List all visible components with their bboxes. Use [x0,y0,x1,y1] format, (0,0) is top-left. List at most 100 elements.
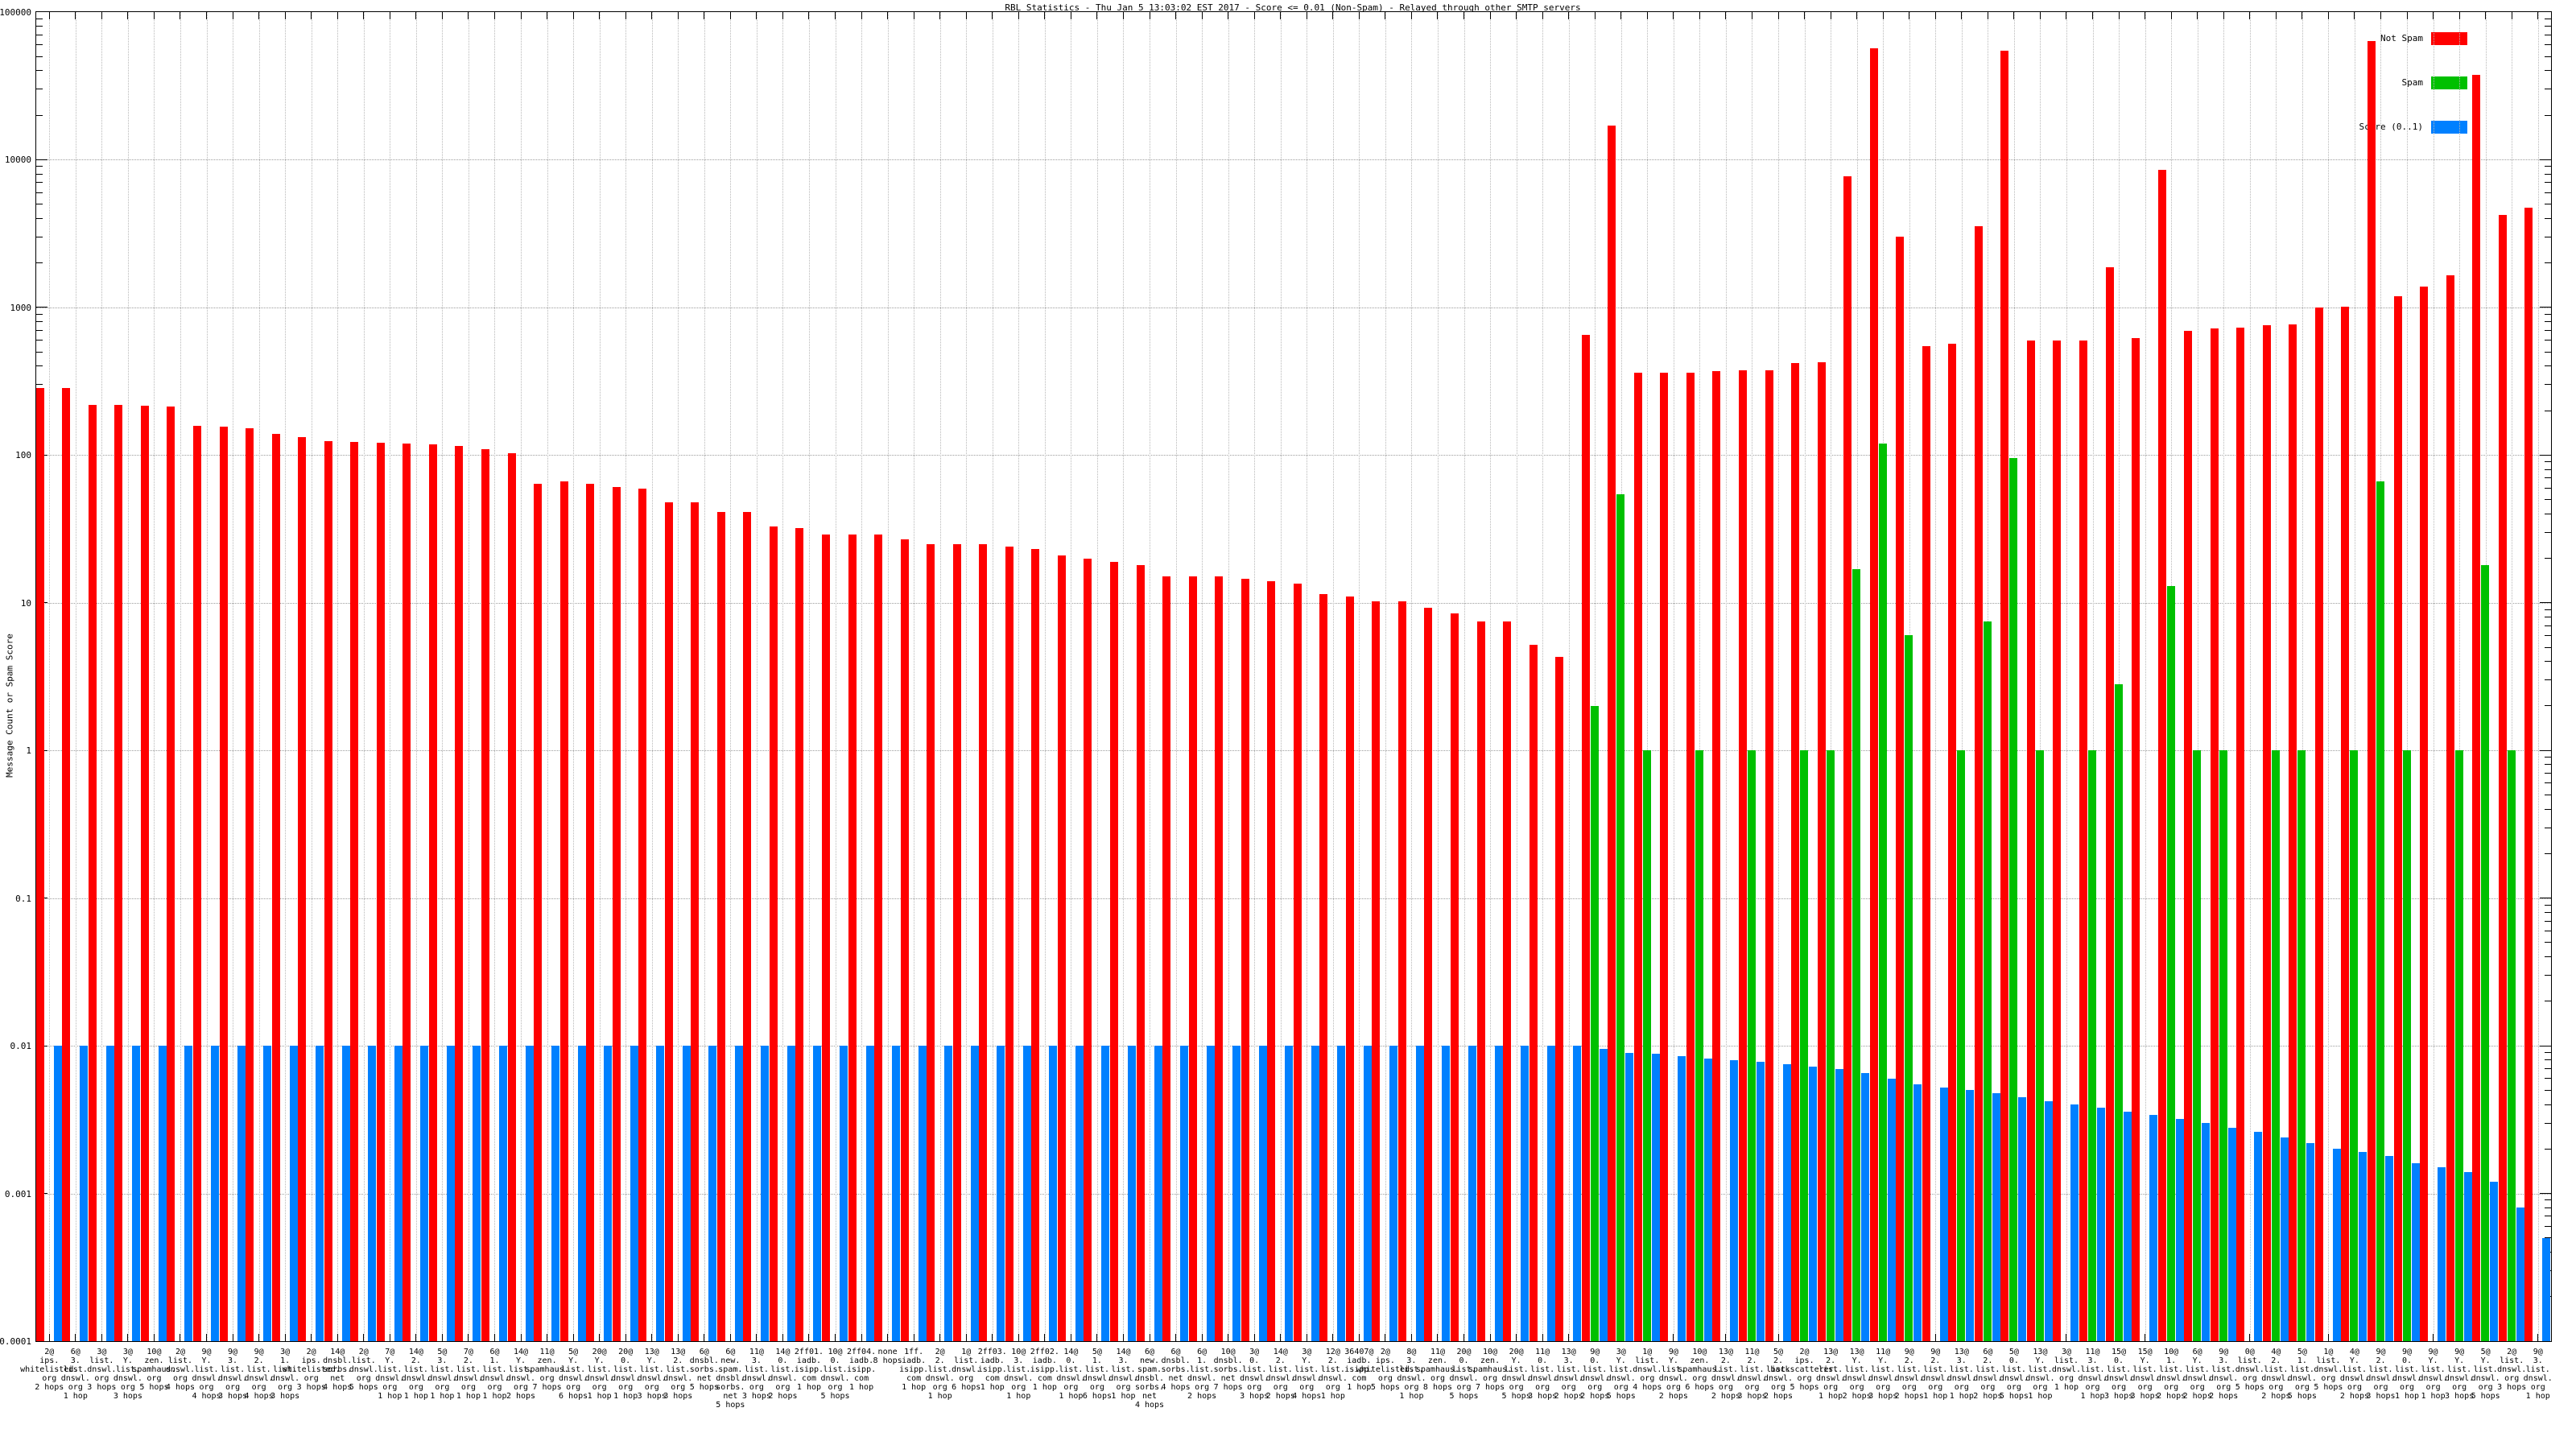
bar-not-spam [1188,576,1197,1341]
x-tick-label: 9@ 2. list. dnswl. org 3 hops [2366,1348,2396,1401]
vertical-gridline [206,12,208,1341]
x-tick-label: 14@ 3. list. dnswl. org 1 hop [1108,1348,1138,1401]
vertical-gridline [939,12,941,1341]
x-tick-label: 9@ 2. list. dnswl. org 4 hops [244,1348,274,1401]
y-tick-label: 100000 [0,7,31,18]
vertical-gridline [1463,12,1465,1341]
y-minor-tick-right [2545,1199,2551,1201]
vertical-gridline [1437,12,1439,1341]
x-tick-bottom [625,1334,626,1341]
x-tick-label: 15@ Y. list. dnswl. org 3 hops [2130,1348,2160,1401]
x-tick-label: 9@ Y. list. dnswl. org 2 hops [1658,1348,1688,1401]
x-tick-top [48,12,50,19]
x-tick-top [441,12,443,19]
bar-spam [2376,481,2384,1341]
legend-swatch-spam [2431,76,2467,89]
bar-not-spam [848,534,857,1341]
x-tick-top [1175,12,1177,19]
bar-not-spam [219,427,228,1341]
x-tick-label: 11@ zen. spamhaus. org 8 hops [1415,1348,1460,1392]
y-minor-tick-left [36,321,43,323]
y-minor-tick-left [36,192,43,193]
x-tick-top [1542,12,1543,19]
bar-score [1756,1061,1765,1341]
bar-score [1468,1046,1477,1341]
x-tick-bottom [101,1334,102,1341]
bar-not-spam [62,387,71,1341]
bar-not-spam [1451,613,1459,1341]
bar-not-spam [612,486,621,1341]
bar-spam [1957,750,1966,1341]
legend-swatch-score [2431,120,2467,134]
x-tick-top [1804,12,1806,19]
y-tick-label: 1 [26,745,31,757]
bar-score [2123,1111,2132,1341]
bar-score [132,1046,141,1341]
x-tick-top [2354,12,2355,19]
vertical-gridline [2092,12,2094,1341]
y-minor-tick-right [2545,329,2551,331]
bar-spam [2219,750,2227,1341]
x-tick-label: 7@ 2. list. dnswl. org 1 hop [453,1348,483,1401]
x-tick-bottom [965,1334,967,1341]
x-tick-label: 20@ Y. list. dnswl. org 5 hops [1501,1348,1531,1401]
bar-spam [1905,635,1913,1341]
bar-not-spam [1503,621,1512,1341]
y-minor-tick-right [2545,808,2551,810]
y-tick-label: 10000 [4,155,31,166]
bar-score [865,1046,874,1341]
x-tick-label: 5@ 3. list. dnswl. org 1 hop [427,1348,457,1401]
x-tick-label: 20@ 0. list. dnswl. org 5 hops [1449,1348,1479,1401]
bar-score [394,1046,402,1341]
x-tick-top [2170,12,2172,19]
x-tick-top [1699,12,1700,19]
bar-not-spam [2079,340,2088,1341]
x-tick-label: 6@ Y. list. dnswl. org 2 hops [2182,1348,2212,1401]
bar-score [1311,1046,1319,1341]
x-tick-label: 9@ 0. list. dnswl. org 2 hops [1580,1348,1610,1401]
x-tick-bottom [756,1334,758,1341]
bar-score [1887,1078,1896,1341]
bar-score [2280,1137,2289,1341]
y-minor-tick-right [2545,182,2551,184]
bar-not-spam [1293,583,1302,1341]
bar-score [2516,1208,2524,1341]
bar-spam [2271,750,2280,1341]
bar-not-spam [900,539,909,1341]
y-minor-tick-right [2545,365,2551,367]
y-tick-label: 10 [20,597,31,609]
bar-score [734,1046,743,1341]
x-tick-label: 6@ 1. list. dnswl. org 1 hop [480,1348,510,1401]
y-minor-tick-right [2545,262,2551,264]
x-tick-label: 11@ 3. list. dnswl. org 3 hops [741,1348,771,1401]
x-tick-top [1961,12,1963,19]
bar-not-spam [376,443,385,1341]
x-tick-top [1620,12,1622,19]
x-tick-top [1489,12,1491,19]
x-tick-label: 13@ 3. list. dnswl. org 1 hop [1946,1348,1976,1401]
bar-score [1154,1046,1162,1341]
x-tick-top [1516,12,1517,19]
bar-score [944,1046,953,1341]
bar-score [2175,1118,2184,1341]
vertical-gridline [782,12,784,1341]
x-tick-bottom [1516,1334,1517,1341]
x-tick-label: 2@ list. dnswl. org 3 hops [2497,1348,2527,1392]
x-tick-label: 14@ 0. list. dnswl. org 2 hops [768,1348,798,1401]
bar-not-spam [664,502,673,1341]
bar-not-spam [2157,170,2166,1341]
bar-not-spam [1791,363,1800,1341]
y-minor-tick-right [2545,757,2551,758]
x-tick-label: 5@ Y. list. dnswl. org 6 hops [559,1348,588,1401]
x-tick-top [992,12,993,19]
bar-score [1651,1054,1660,1341]
y-minor-tick-right [2545,956,2551,958]
x-tick-label: 15@ 0. list. dnswl. org 3 hops [2104,1348,2134,1401]
y-minor-tick-left [36,329,43,331]
bar-score [1442,1046,1451,1341]
y-minor-tick-right [2545,499,2551,501]
y-tick-label: 1000 [10,302,32,313]
bar-score [1389,1046,1398,1341]
y-minor-tick-right [2545,217,2551,219]
bar-not-spam [559,481,568,1341]
